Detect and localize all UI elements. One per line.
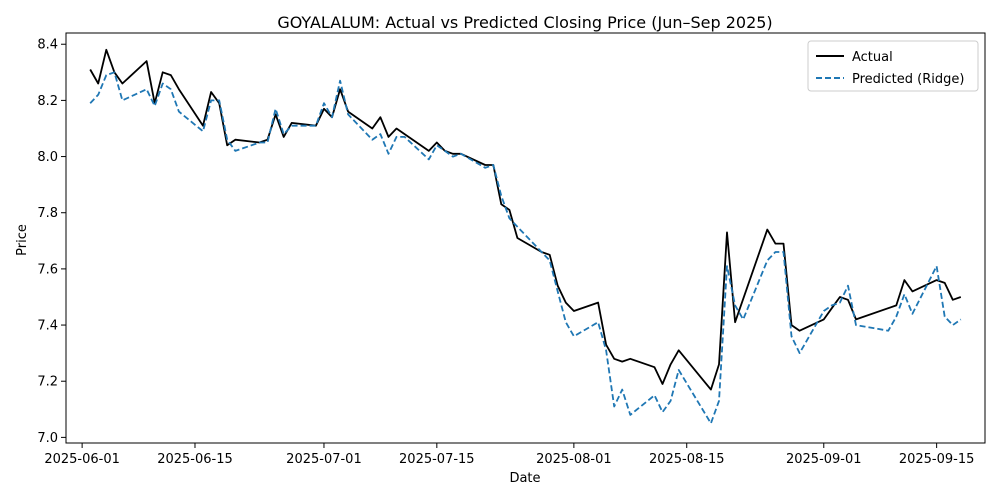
x-tick-label: 2025-07-01 <box>286 452 362 467</box>
x-axis: 2025-06-01 2025-06-15 2025-07-01 2025-07-15… <box>44 443 974 467</box>
plot-area-frame <box>65 32 986 444</box>
y-tick-label: 7.4 <box>37 319 58 334</box>
y-tick-label: 7.8 <box>37 206 58 221</box>
legend-box <box>807 40 979 92</box>
x-tick-label: 2025-06-01 <box>44 452 120 467</box>
y-tick-label: 8.0 <box>37 150 58 165</box>
x-axis-title: Date <box>509 471 540 486</box>
y-tick-label: 7.0 <box>37 431 58 446</box>
x-tick-label: 2025-08-01 <box>536 452 612 467</box>
series-line-predicted-ridge <box>89 71 962 425</box>
x-tick-label: 2025-07-15 <box>399 452 475 467</box>
series-line-actual <box>89 48 962 391</box>
y-tick-label: 8.2 <box>37 94 58 109</box>
x-tick-label: 2025-09-01 <box>786 452 862 467</box>
series-layer <box>89 48 962 425</box>
legend: Actual Predicted (Ridge) <box>807 40 979 92</box>
legend-label-actual: Actual <box>852 50 893 65</box>
legend-label-predicted: Predicted (Ridge) <box>852 72 964 87</box>
x-tick-label: 2025-08-15 <box>649 452 725 467</box>
x-tick-label: 2025-06-15 <box>157 452 233 467</box>
y-axis-title: Price <box>15 224 30 256</box>
y-tick-label: 7.6 <box>37 262 58 277</box>
y-axis: 7.0 7.2 7.4 7.6 7.8 8.0 8.2 8.4 <box>37 38 66 446</box>
y-tick-label: 7.2 <box>37 375 58 390</box>
y-tick-label: 8.4 <box>37 38 58 53</box>
x-tick-label: 2025-09-15 <box>899 452 975 467</box>
chart-title: GOYALALUM: Actual vs Predicted Closing P… <box>277 13 772 32</box>
